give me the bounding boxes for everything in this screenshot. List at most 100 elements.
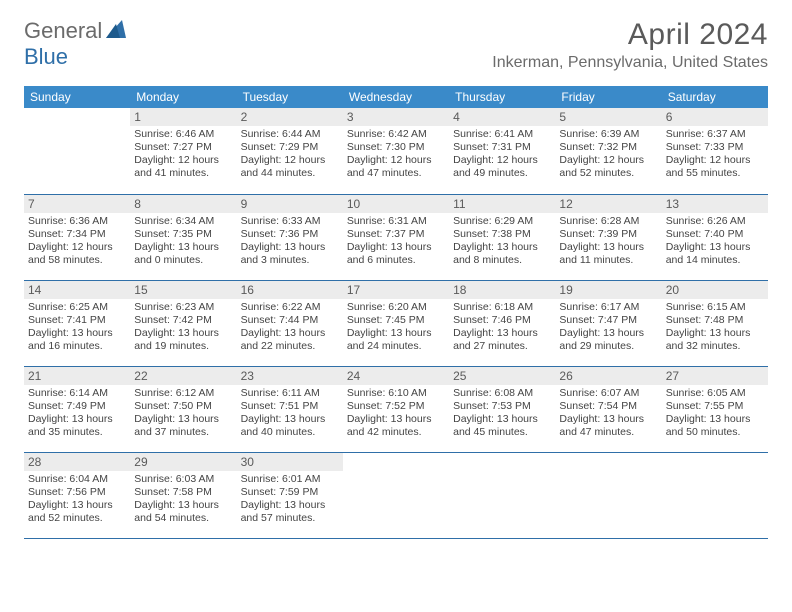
sunrise-text: Sunrise: 6:01 AM [241,473,339,486]
day-details: Sunrise: 6:17 AMSunset: 7:47 PMDaylight:… [555,299,661,358]
sunrise-text: Sunrise: 6:20 AM [347,301,445,314]
calendar-body: 1Sunrise: 6:46 AMSunset: 7:27 PMDaylight… [24,108,768,538]
day-details: Sunrise: 6:36 AMSunset: 7:34 PMDaylight:… [24,213,130,272]
day-number: 8 [130,195,236,213]
calendar-cell: 23Sunrise: 6:11 AMSunset: 7:51 PMDayligh… [237,366,343,452]
sunset-text: Sunset: 7:30 PM [347,141,445,154]
calendar-cell: 2Sunrise: 6:44 AMSunset: 7:29 PMDaylight… [237,108,343,194]
day-number: 14 [24,281,130,299]
day-details: Sunrise: 6:01 AMSunset: 7:59 PMDaylight:… [237,471,343,530]
calendar-cell: 15Sunrise: 6:23 AMSunset: 7:42 PMDayligh… [130,280,236,366]
daylight-text: Daylight: 13 hours and 45 minutes. [453,413,551,439]
sunset-text: Sunset: 7:29 PM [241,141,339,154]
calendar-cell [662,452,768,538]
day-details: Sunrise: 6:28 AMSunset: 7:39 PMDaylight:… [555,213,661,272]
daylight-text: Daylight: 12 hours and 52 minutes. [559,154,657,180]
day-details: Sunrise: 6:14 AMSunset: 7:49 PMDaylight:… [24,385,130,444]
weekday-header: Sunday [24,86,130,108]
day-number: 18 [449,281,555,299]
header: General April 2024 Inkerman, Pennsylvani… [0,0,792,78]
daylight-text: Daylight: 13 hours and 42 minutes. [347,413,445,439]
daylight-text: Daylight: 13 hours and 29 minutes. [559,327,657,353]
day-details: Sunrise: 6:44 AMSunset: 7:29 PMDaylight:… [237,126,343,185]
weekday-header: Thursday [449,86,555,108]
daylight-text: Daylight: 13 hours and 27 minutes. [453,327,551,353]
logo-sail-icon [106,18,126,44]
day-number: 10 [343,195,449,213]
day-number: 16 [237,281,343,299]
sunrise-text: Sunrise: 6:28 AM [559,215,657,228]
calendar-cell: 5Sunrise: 6:39 AMSunset: 7:32 PMDaylight… [555,108,661,194]
calendar-cell: 24Sunrise: 6:10 AMSunset: 7:52 PMDayligh… [343,366,449,452]
daylight-text: Daylight: 13 hours and 16 minutes. [28,327,126,353]
calendar-cell: 10Sunrise: 6:31 AMSunset: 7:37 PMDayligh… [343,194,449,280]
daylight-text: Daylight: 13 hours and 54 minutes. [134,499,232,525]
sunrise-text: Sunrise: 6:17 AM [559,301,657,314]
day-details: Sunrise: 6:04 AMSunset: 7:56 PMDaylight:… [24,471,130,530]
calendar-cell: 3Sunrise: 6:42 AMSunset: 7:30 PMDaylight… [343,108,449,194]
calendar-cell [24,108,130,194]
day-details: Sunrise: 6:10 AMSunset: 7:52 PMDaylight:… [343,385,449,444]
calendar-cell: 28Sunrise: 6:04 AMSunset: 7:56 PMDayligh… [24,452,130,538]
day-number: 13 [662,195,768,213]
sunrise-text: Sunrise: 6:22 AM [241,301,339,314]
sunrise-text: Sunrise: 6:08 AM [453,387,551,400]
sunrise-text: Sunrise: 6:41 AM [453,128,551,141]
daylight-text: Daylight: 13 hours and 57 minutes. [241,499,339,525]
sunrise-text: Sunrise: 6:10 AM [347,387,445,400]
sunset-text: Sunset: 7:59 PM [241,486,339,499]
day-details: Sunrise: 6:37 AMSunset: 7:33 PMDaylight:… [662,126,768,185]
calendar-cell [343,452,449,538]
month-title: April 2024 [492,18,768,52]
calendar-cell: 4Sunrise: 6:41 AMSunset: 7:31 PMDaylight… [449,108,555,194]
daylight-text: Daylight: 13 hours and 8 minutes. [453,241,551,267]
sunset-text: Sunset: 7:38 PM [453,228,551,241]
day-details: Sunrise: 6:05 AMSunset: 7:55 PMDaylight:… [662,385,768,444]
title-block: April 2024 Inkerman, Pennsylvania, Unite… [492,18,768,72]
daylight-text: Daylight: 12 hours and 44 minutes. [241,154,339,180]
day-number: 9 [237,195,343,213]
sunrise-text: Sunrise: 6:04 AM [28,473,126,486]
sunrise-text: Sunrise: 6:11 AM [241,387,339,400]
day-details: Sunrise: 6:25 AMSunset: 7:41 PMDaylight:… [24,299,130,358]
calendar-week-row: 14Sunrise: 6:25 AMSunset: 7:41 PMDayligh… [24,280,768,366]
sunrise-text: Sunrise: 6:36 AM [28,215,126,228]
calendar-cell: 19Sunrise: 6:17 AMSunset: 7:47 PMDayligh… [555,280,661,366]
day-number: 30 [237,453,343,471]
weekday-header: Saturday [662,86,768,108]
sunrise-text: Sunrise: 6:29 AM [453,215,551,228]
sunset-text: Sunset: 7:32 PM [559,141,657,154]
sunset-text: Sunset: 7:51 PM [241,400,339,413]
calendar-cell: 20Sunrise: 6:15 AMSunset: 7:48 PMDayligh… [662,280,768,366]
calendar-cell: 7Sunrise: 6:36 AMSunset: 7:34 PMDaylight… [24,194,130,280]
sunset-text: Sunset: 7:37 PM [347,228,445,241]
weekday-header: Wednesday [343,86,449,108]
day-number: 12 [555,195,661,213]
sunrise-text: Sunrise: 6:07 AM [559,387,657,400]
day-number: 7 [24,195,130,213]
day-details: Sunrise: 6:33 AMSunset: 7:36 PMDaylight:… [237,213,343,272]
sunset-text: Sunset: 7:42 PM [134,314,232,327]
daylight-text: Daylight: 13 hours and 50 minutes. [666,413,764,439]
sunset-text: Sunset: 7:55 PM [666,400,764,413]
sunset-text: Sunset: 7:41 PM [28,314,126,327]
day-number: 11 [449,195,555,213]
sunrise-text: Sunrise: 6:25 AM [28,301,126,314]
sunrise-text: Sunrise: 6:15 AM [666,301,764,314]
sunrise-text: Sunrise: 6:34 AM [134,215,232,228]
day-details: Sunrise: 6:34 AMSunset: 7:35 PMDaylight:… [130,213,236,272]
sunrise-text: Sunrise: 6:05 AM [666,387,764,400]
sunset-text: Sunset: 7:47 PM [559,314,657,327]
calendar-cell [555,452,661,538]
day-number: 26 [555,367,661,385]
calendar-cell: 9Sunrise: 6:33 AMSunset: 7:36 PMDaylight… [237,194,343,280]
calendar-cell: 16Sunrise: 6:22 AMSunset: 7:44 PMDayligh… [237,280,343,366]
day-number: 15 [130,281,236,299]
sunrise-text: Sunrise: 6:23 AM [134,301,232,314]
daylight-text: Daylight: 13 hours and 24 minutes. [347,327,445,353]
calendar-table: Sunday Monday Tuesday Wednesday Thursday… [24,86,768,539]
calendar-week-row: 7Sunrise: 6:36 AMSunset: 7:34 PMDaylight… [24,194,768,280]
calendar-cell: 6Sunrise: 6:37 AMSunset: 7:33 PMDaylight… [662,108,768,194]
sunset-text: Sunset: 7:49 PM [28,400,126,413]
weekday-header: Tuesday [237,86,343,108]
